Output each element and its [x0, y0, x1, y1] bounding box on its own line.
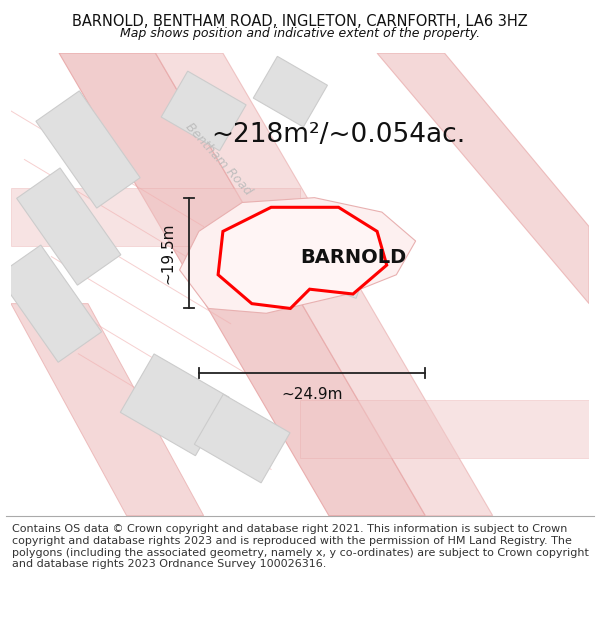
Polygon shape: [194, 394, 290, 483]
Polygon shape: [300, 400, 589, 458]
Text: ~24.9m: ~24.9m: [281, 388, 343, 402]
Polygon shape: [0, 245, 101, 362]
Polygon shape: [161, 71, 246, 151]
Polygon shape: [17, 168, 121, 285]
Text: BARNOLD: BARNOLD: [300, 248, 406, 267]
Text: Bentham Road: Bentham Road: [182, 121, 254, 198]
Text: ~19.5m: ~19.5m: [161, 222, 176, 284]
Polygon shape: [284, 222, 374, 298]
Text: BARNOLD, BENTHAM ROAD, INGLETON, CARNFORTH, LA6 3HZ: BARNOLD, BENTHAM ROAD, INGLETON, CARNFOR…: [72, 14, 528, 29]
Polygon shape: [218, 208, 387, 309]
Polygon shape: [11, 304, 203, 516]
Text: Contains OS data © Crown copyright and database right 2021. This information is : Contains OS data © Crown copyright and d…: [12, 524, 589, 569]
Text: ~218m²/~0.054ac.: ~218m²/~0.054ac.: [211, 122, 466, 148]
Polygon shape: [179, 198, 416, 313]
Polygon shape: [11, 188, 300, 246]
Polygon shape: [121, 354, 229, 456]
Polygon shape: [253, 56, 328, 127]
Polygon shape: [377, 53, 589, 304]
Text: Map shows position and indicative extent of the property.: Map shows position and indicative extent…: [120, 27, 480, 40]
Polygon shape: [59, 53, 425, 516]
Polygon shape: [155, 53, 493, 516]
Polygon shape: [36, 91, 140, 208]
